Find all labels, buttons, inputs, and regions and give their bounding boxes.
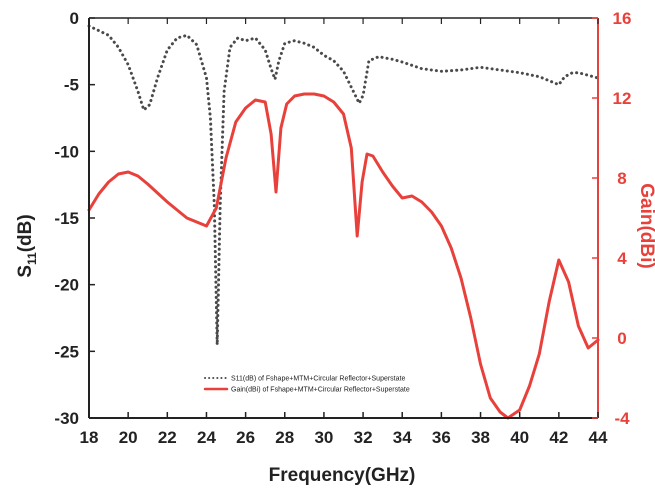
legend-label: Gain(dBi) of Fshape+MTM+Circular Reflect… xyxy=(231,387,410,394)
chart-legend: S11(dB) of Fshape+MTM+Circular Reflector… xyxy=(201,370,437,394)
x-tick-label: 22 xyxy=(158,428,177,447)
legend-box xyxy=(201,370,437,394)
x-tick-label: 24 xyxy=(197,428,216,447)
y-left-tick-label: -15 xyxy=(54,209,79,228)
y-right-tick-label: 0 xyxy=(617,329,626,348)
x-tick-label: 38 xyxy=(471,428,490,447)
s11-series-line xyxy=(87,24,600,347)
y-left-tick-label: -25 xyxy=(54,342,79,361)
y-right-tick-label: 8 xyxy=(617,169,626,188)
y-right-tick-label: 16 xyxy=(613,9,632,28)
y-left-tick-label: -30 xyxy=(54,409,79,428)
x-tick-label: 28 xyxy=(275,428,294,447)
y-left-tick-label: -10 xyxy=(54,142,79,161)
x-tick-label: 32 xyxy=(354,428,373,447)
gain-series-line xyxy=(87,92,600,420)
y-right-tick-label: -4 xyxy=(614,409,630,428)
y-left-axis-title-rest: (dB) xyxy=(15,214,36,252)
y-left-axis-title: S11(dB) xyxy=(15,214,39,277)
x-tick-label: 20 xyxy=(119,428,138,447)
y-left-axis-title-sub: 11 xyxy=(25,252,39,265)
x-tick-label: 18 xyxy=(80,428,99,447)
y-left-tick-label: -20 xyxy=(54,276,79,295)
x-tick-label: 26 xyxy=(236,428,255,447)
y-right-tick-label: 12 xyxy=(613,89,632,108)
x-tick-label: 34 xyxy=(393,428,412,447)
y-left-axis-title-main: S xyxy=(15,265,36,278)
x-tick-label: 42 xyxy=(549,428,568,447)
y-left-tick-label: -5 xyxy=(64,76,79,95)
x-tick-label: 44 xyxy=(589,428,608,447)
y-right-tick-label: 4 xyxy=(617,249,627,268)
x-tick-label: 36 xyxy=(432,428,451,447)
y-left-tick-label: 0 xyxy=(70,9,79,28)
x-tick-label: 40 xyxy=(510,428,529,447)
y-right-axis-title: Gain(dBi) xyxy=(636,183,655,269)
x-axis-title: Frequency(GHz) xyxy=(269,465,416,486)
legend-label: S11(dB) of Fshape+MTM+Circular Reflector… xyxy=(231,376,405,383)
x-tick-label: 30 xyxy=(314,428,333,447)
